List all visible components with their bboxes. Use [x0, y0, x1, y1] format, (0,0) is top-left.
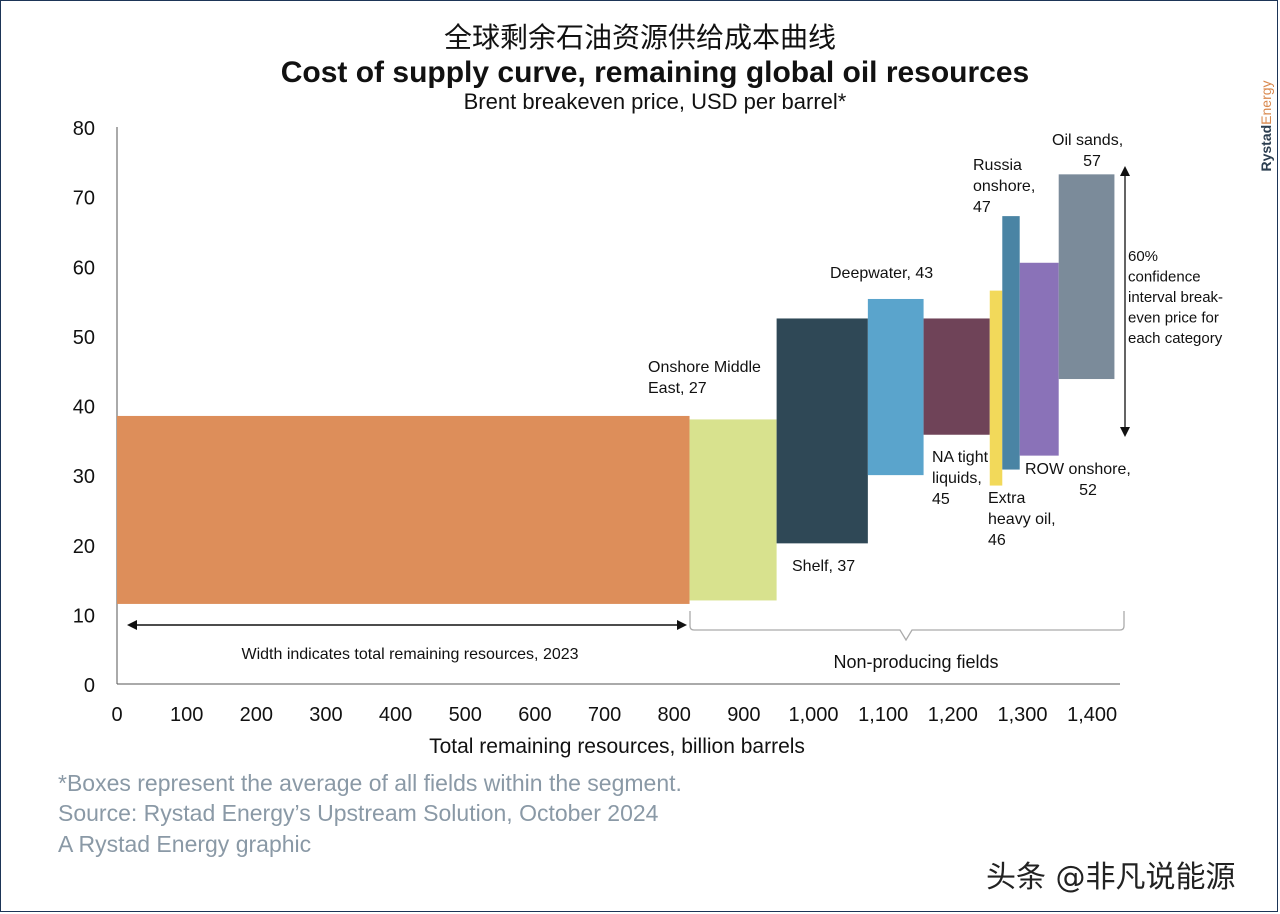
bar-label-2: Onshore Middle: [648, 359, 761, 376]
x-tick-label: 500: [449, 704, 482, 726]
bar-label-6: Extra: [988, 490, 1025, 507]
x-tick-label: 200: [240, 704, 273, 726]
chart-title: Cost of supply curve, remaining global o…: [280, 56, 1030, 89]
bar-label-8: 52: [1079, 482, 1097, 499]
x-tick-label: 600: [518, 704, 551, 726]
bar-9: [1058, 174, 1115, 380]
x-tick-label: 100: [170, 704, 203, 726]
chart-subtitle: Brent breakeven price, USD per barrel*: [463, 89, 847, 114]
bar-3: [776, 318, 868, 544]
watermark: 头条 @非凡说能源: [986, 860, 1236, 895]
y-tick-label: 0: [84, 675, 95, 697]
bar-label-6: heavy oil,: [988, 511, 1056, 528]
bar-7: [1002, 216, 1020, 470]
x-tick-label: 1,300: [997, 704, 1047, 726]
ci-arrow-top-head: [1120, 166, 1130, 176]
bar-label-5: 45: [932, 491, 950, 508]
ci-note-line: interval break-: [1128, 289, 1223, 306]
x-tick-label: 1,200: [928, 704, 978, 726]
bars: [117, 174, 1115, 604]
ci-note-line: even price for: [1128, 310, 1219, 327]
bar-label-3: Shelf, 37: [792, 558, 855, 575]
bar-1: [117, 415, 690, 604]
y-tick-label: 70: [73, 188, 95, 210]
bar-label-9: Oil sands,: [1052, 132, 1123, 149]
footnote-source: Source: Rystad Energy’s Upstream Solutio…: [58, 800, 659, 826]
y-tick-label: 60: [73, 257, 95, 279]
non-producing-label: Non-producing fields: [833, 652, 998, 672]
bar-label-7: onshore,: [973, 178, 1035, 195]
bar-8: [1019, 262, 1059, 456]
bar-label-7: Russia: [973, 157, 1022, 174]
bar-label-2: East, 27: [648, 380, 707, 397]
bar-label-9: 57: [1083, 153, 1101, 170]
y-tick-label: 50: [73, 327, 95, 349]
x-tick-label: 800: [658, 704, 691, 726]
x-tick-label: 300: [309, 704, 342, 726]
ci-arrow-bottom-head: [1120, 427, 1130, 437]
y-tick-label: 40: [73, 397, 95, 419]
ci-note-line: each category: [1128, 330, 1223, 347]
bar-label-5: NA tight: [932, 449, 989, 466]
x-tick-label: 900: [727, 704, 760, 726]
bar-labels: Onshore Middle East, 27 Shelf, 37 Deepwater…: [648, 132, 1131, 575]
bar-label-8: ROW onshore,: [1025, 461, 1131, 478]
x-tick-label: 0: [111, 704, 122, 726]
footnote-boxes: *Boxes represent the average of all fiel…: [58, 770, 682, 796]
non-producing-bracket: [689, 611, 1125, 642]
y-tick-label: 10: [73, 605, 95, 627]
width-note: Width indicates total remaining resource…: [241, 646, 578, 663]
x-tick-label: 700: [588, 704, 621, 726]
bar-label-7: 47: [973, 199, 991, 216]
width-arrow-left-head: [127, 620, 137, 630]
x-axis-title: Total remaining resources, billion barre…: [429, 735, 805, 758]
y-tick-label: 80: [73, 118, 95, 140]
chinese-title: 全球剩余石油资源供给成本曲线: [443, 21, 836, 54]
x-tick-label: 400: [379, 704, 412, 726]
width-arrow-right-head: [677, 620, 687, 630]
ci-note-line: confidence: [1128, 269, 1201, 286]
bar-2: [689, 419, 777, 601]
bar-6: [989, 290, 1003, 486]
bar-5: [923, 318, 990, 435]
x-tick-label: 1,400: [1067, 704, 1117, 726]
y-tick-label: 20: [73, 536, 95, 558]
ci-note-line: 60%: [1128, 248, 1158, 265]
bar-label-5: liquids,: [932, 470, 982, 487]
annotations: Width indicates total remaining resource…: [127, 166, 1223, 672]
bar-4: [867, 298, 924, 476]
bar-label-4: Deepwater, 43: [830, 265, 933, 282]
x-tick-label: 1,100: [858, 704, 908, 726]
y-tick-label: 30: [73, 466, 95, 488]
bar-label-6: 46: [988, 532, 1006, 549]
x-tick-label: 1,000: [788, 704, 838, 726]
footnote-credit: A Rystad Energy graphic: [58, 831, 312, 857]
